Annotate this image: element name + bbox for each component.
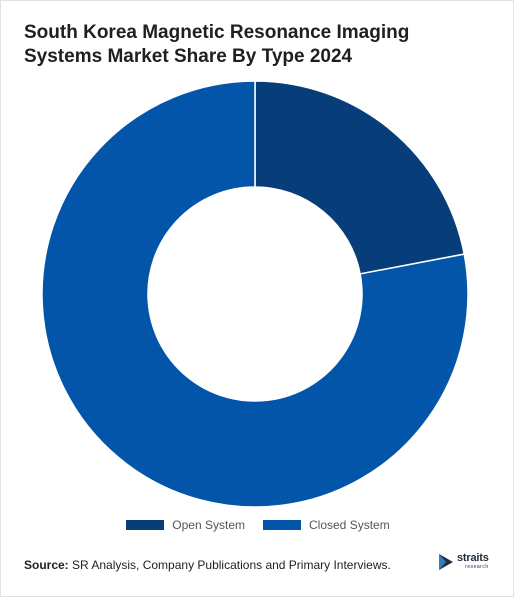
chart-legend: Open System Closed System	[1, 518, 514, 532]
donut-slices	[41, 80, 469, 508]
legend-swatch-open-system	[126, 520, 165, 530]
legend-label-open-system: Open System	[172, 518, 245, 532]
logo-wordmark: straits	[457, 552, 489, 564]
straits-logo-icon	[439, 554, 453, 570]
source-label: Source:	[24, 558, 69, 572]
source-note: Source: SR Analysis, Company Publication…	[24, 558, 391, 572]
slice-open-system[interactable]	[254, 80, 466, 275]
straits-research-logo: straits research	[438, 553, 489, 573]
chart-title: South Korea Magnetic Resonance Imaging S…	[24, 22, 410, 67]
source-text: SR Analysis, Company Publications and Pr…	[68, 558, 391, 572]
legend-label-closed-system: Closed System	[309, 518, 390, 532]
slice-closed-system[interactable]	[41, 80, 469, 508]
legend-item-open-system[interactable]: Open System	[126, 518, 245, 532]
legend-swatch-closed-system	[263, 520, 301, 530]
logo-subtitle: research	[465, 564, 489, 570]
legend-item-closed-system[interactable]: Closed System	[263, 518, 390, 532]
